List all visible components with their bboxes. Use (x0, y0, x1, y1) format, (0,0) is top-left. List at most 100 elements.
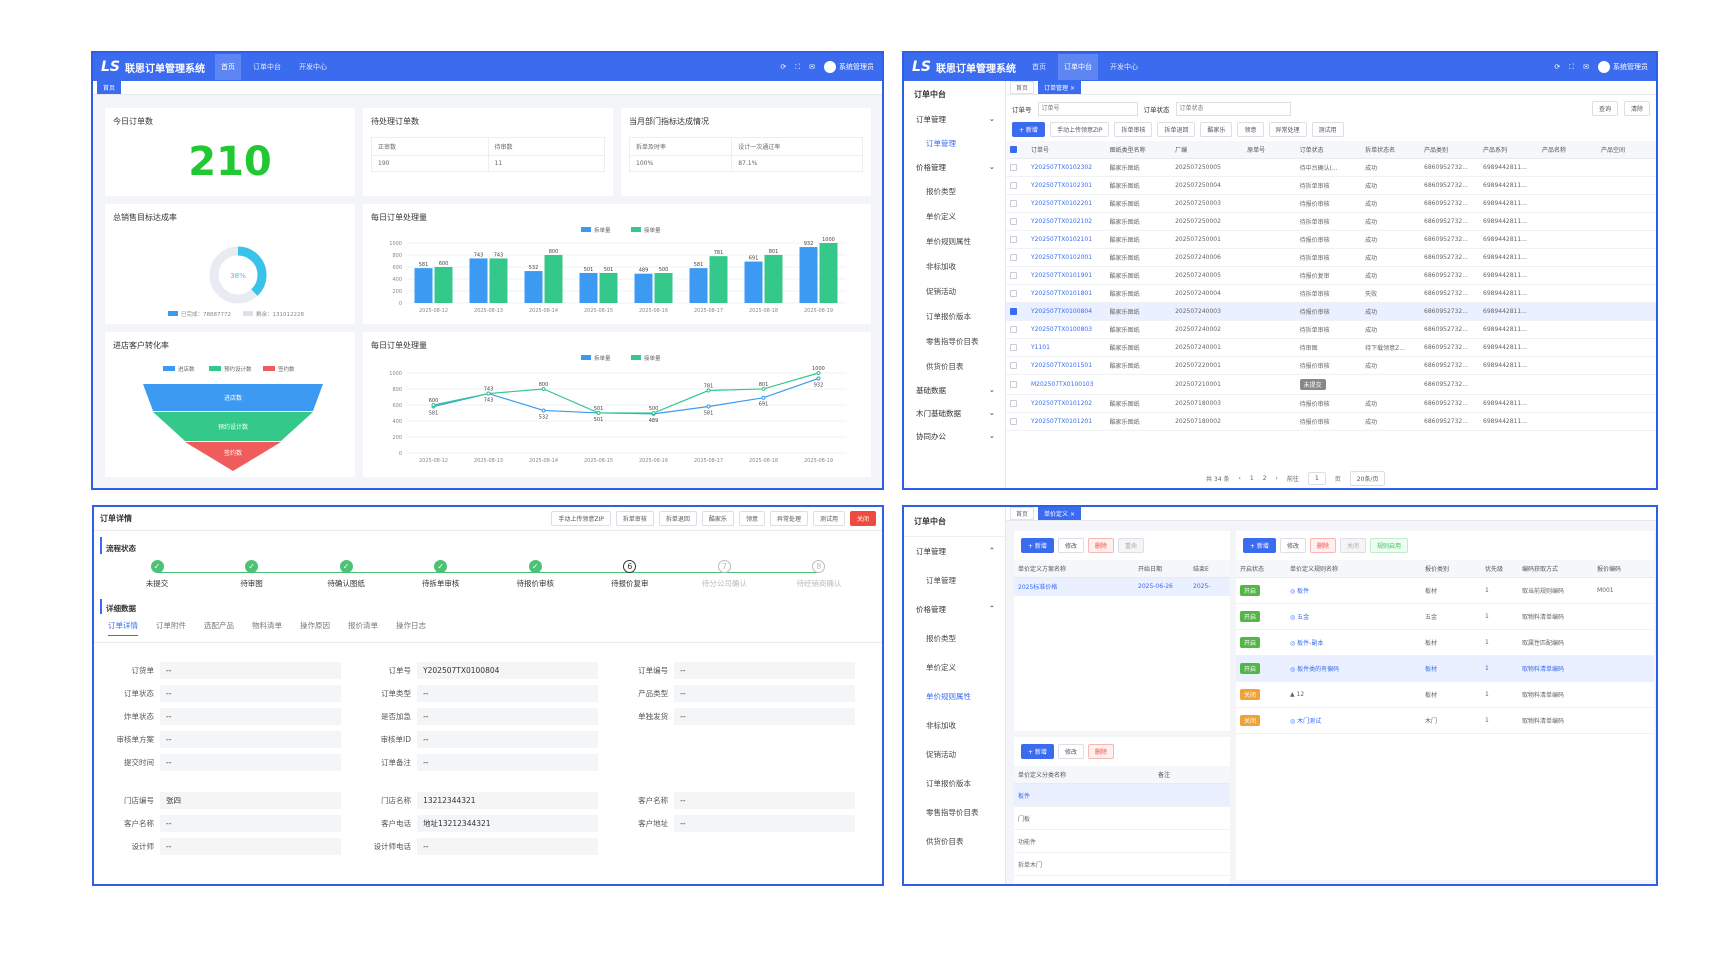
rule-name[interactable]: 板件 (1297, 588, 1310, 595)
delete-button[interactable]: 删除 (1309, 538, 1336, 553)
status-badge[interactable]: 开启 (1240, 585, 1261, 596)
exception-dropdown[interactable]: 异常处理 (1268, 122, 1307, 137)
split-return-button[interactable]: 拆单退回 (1157, 122, 1196, 137)
message-icon[interactable]: ✉ (1583, 63, 1589, 71)
row-select[interactable] (1006, 356, 1027, 375)
page-input[interactable]: 1 (1307, 472, 1326, 485)
add-button[interactable]: + 新增 (1021, 538, 1054, 553)
rule-name[interactable]: 板件-副本 (1297, 640, 1324, 647)
upload-zip-button[interactable]: 手动上传领意ZIP (551, 511, 611, 526)
table-row[interactable]: 门板 (1014, 806, 1230, 830)
menu-item[interactable]: 单价规则属性 (926, 237, 971, 246)
query-button[interactable]: 查询 (1591, 101, 1618, 116)
clear-button[interactable]: 清除 (1623, 101, 1650, 116)
checkbox[interactable] (1010, 418, 1017, 425)
page-1[interactable]: 1 (1249, 475, 1254, 482)
menu-item[interactable]: 促销活动 (926, 287, 956, 296)
nav-dev-center[interactable]: 开发中心 (1110, 63, 1139, 71)
next-page[interactable]: › (1275, 475, 1278, 482)
checkbox[interactable] (1010, 400, 1017, 407)
message-icon[interactable]: ✉ (809, 63, 815, 71)
row-select[interactable] (1006, 266, 1027, 285)
table-row[interactable]: 开启 ◎ 五金 五金 1 取物料清单编码 (1236, 603, 1654, 630)
checkbox[interactable] (1010, 290, 1017, 297)
menu-group[interactable]: 订单管理 ⌄ (904, 108, 1005, 131)
nav-dev-center[interactable]: 开发中心 (299, 63, 328, 71)
kujiale-dropdown[interactable]: 酷家乐 (1200, 122, 1233, 137)
test-dropdown[interactable]: 测试用 (1311, 122, 1344, 137)
split-review-button[interactable]: 拆单审核 (1114, 122, 1153, 137)
row-select[interactable] (1006, 394, 1027, 413)
refresh-icon[interactable]: ⟳ (780, 63, 787, 71)
row-select[interactable] (1006, 374, 1027, 395)
nav-home[interactable]: 首页 (1032, 63, 1047, 71)
menu-group[interactable]: 协同办公 ⌄ (904, 425, 1005, 448)
checkbox[interactable] (1010, 236, 1017, 243)
table-row[interactable]: 开启 ◎ 板件 板材 1 取当前规则编码 M001 (1236, 577, 1654, 604)
split-review-button[interactable]: 拆单审核 (615, 511, 654, 526)
row-select[interactable] (1006, 412, 1027, 431)
checkbox[interactable] (1010, 326, 1017, 333)
table-row[interactable]: Y202507TX0100803 酷家乐图纸 202507240002 待拆单审核 成功… (1006, 320, 1656, 339)
menu-group[interactable]: 订单管理 ⌃ (904, 537, 1005, 566)
exception-dropdown[interactable]: 异常处理 (769, 511, 808, 526)
row-select[interactable] (1006, 338, 1027, 357)
rule-name[interactable]: 板件类的有偏码 (1297, 666, 1340, 673)
table-row[interactable]: Y202507TX0102101 酷家乐图纸 202507250001 待报价审核 成功… (1006, 230, 1656, 249)
row-select[interactable] (1006, 212, 1027, 231)
menu-item[interactable]: 单价定义 (926, 212, 956, 221)
table-row[interactable]: Y202507TX0101801 酷家乐图纸 202507240004 待拆单审核 失败… (1006, 284, 1656, 303)
table-row[interactable]: M202507TX0100103 202507210001 未提交 686095273… (1006, 374, 1656, 395)
menu-item[interactable]: 订单管理 (926, 139, 956, 148)
split-return-button[interactable]: 拆单退回 (658, 511, 697, 526)
test-dropdown[interactable]: 测试用 (812, 511, 845, 526)
lingyi-dropdown[interactable]: 领意 (1237, 122, 1264, 137)
row-select[interactable] (1006, 284, 1027, 303)
fullscreen-icon[interactable]: ⛶ (795, 62, 801, 71)
edit-button[interactable]: 修改 (1057, 744, 1084, 759)
detail-tab[interactable]: 订单附件 (156, 621, 186, 630)
menu-item[interactable]: 报价类型 (926, 187, 956, 196)
status-badge[interactable]: 开启 (1240, 663, 1261, 674)
detail-tab[interactable]: 操作日志 (396, 621, 426, 630)
checkbox[interactable] (1010, 164, 1017, 171)
checkbox[interactable] (1010, 200, 1017, 207)
add-button[interactable]: + 新增 (1243, 538, 1276, 553)
menu-item[interactable]: 订单报价版本 (926, 312, 971, 321)
detail-tab[interactable]: 选配产品 (204, 621, 234, 630)
menu-item[interactable]: 报价类型 (904, 624, 1005, 653)
table-row[interactable]: 开启 ◎ 板件-副本 板材 1 取属性匹配编码 (1236, 629, 1654, 656)
close-button[interactable]: 关闭 (849, 511, 876, 526)
edit-button[interactable]: 修改 (1057, 538, 1084, 553)
table-row[interactable]: Y202507TX0102201 酷家乐图纸 202507250003 待报价审核 成功… (1006, 194, 1656, 213)
menu-item[interactable]: 非标加收 (904, 711, 1005, 740)
delete-button[interactable]: 删除 (1087, 538, 1114, 553)
menu-group[interactable]: 价格管理 ⌄ (904, 156, 1005, 179)
status-badge[interactable]: 关闭 (1240, 689, 1261, 700)
table-row[interactable]: Y202507TX0102301 酷家乐图纸 202507250004 待拆单审核 成功… (1006, 176, 1656, 195)
table-row[interactable]: Y202507TX0101201 酷家乐图纸 202507180002 待报价审核 成功… (1006, 412, 1656, 431)
table-row[interactable]: Y202507TX0101202 酷家乐图纸 202507180003 待报价审核 成功… (1006, 394, 1656, 413)
enable-rule-button[interactable]: 规则启用 (1369, 538, 1408, 553)
user-menu[interactable]: 系统管理员 (1598, 61, 1648, 73)
checkbox[interactable] (1010, 362, 1017, 369)
checkbox[interactable] (1010, 182, 1017, 189)
menu-item[interactable]: 零售指导价目表 (904, 798, 1005, 827)
checkbox[interactable] (1010, 272, 1017, 279)
table-row[interactable]: Y202507TX0101901 酷家乐图纸 202507240005 待报价复审 成功… (1006, 266, 1656, 285)
table-row[interactable]: 拆单木门 (1014, 852, 1230, 876)
tab-unit-price[interactable]: 单价定义 × (1038, 507, 1081, 520)
checkbox[interactable] (1010, 254, 1017, 261)
order-no-input[interactable] (1037, 101, 1138, 116)
table-row[interactable]: 功能件 (1014, 829, 1230, 853)
page-2[interactable]: 2 (1262, 475, 1267, 482)
detail-tab[interactable]: 报价清单 (348, 621, 378, 630)
checkbox[interactable] (1010, 146, 1017, 153)
menu-group[interactable]: 价格管理 ⌃ (904, 595, 1005, 624)
table-row[interactable]: 2025标准价格 2025-06-26 2025- (1014, 577, 1230, 596)
row-select[interactable] (1006, 230, 1027, 249)
order-status-select[interactable] (1175, 101, 1291, 116)
table-row[interactable]: Y202507TX0102302 酷家乐图纸 202507250005 待中台确认(.… (1006, 158, 1656, 177)
status-badge[interactable]: 关闭 (1240, 715, 1261, 726)
menu-item[interactable]: 零售指导价目表 (926, 337, 979, 346)
